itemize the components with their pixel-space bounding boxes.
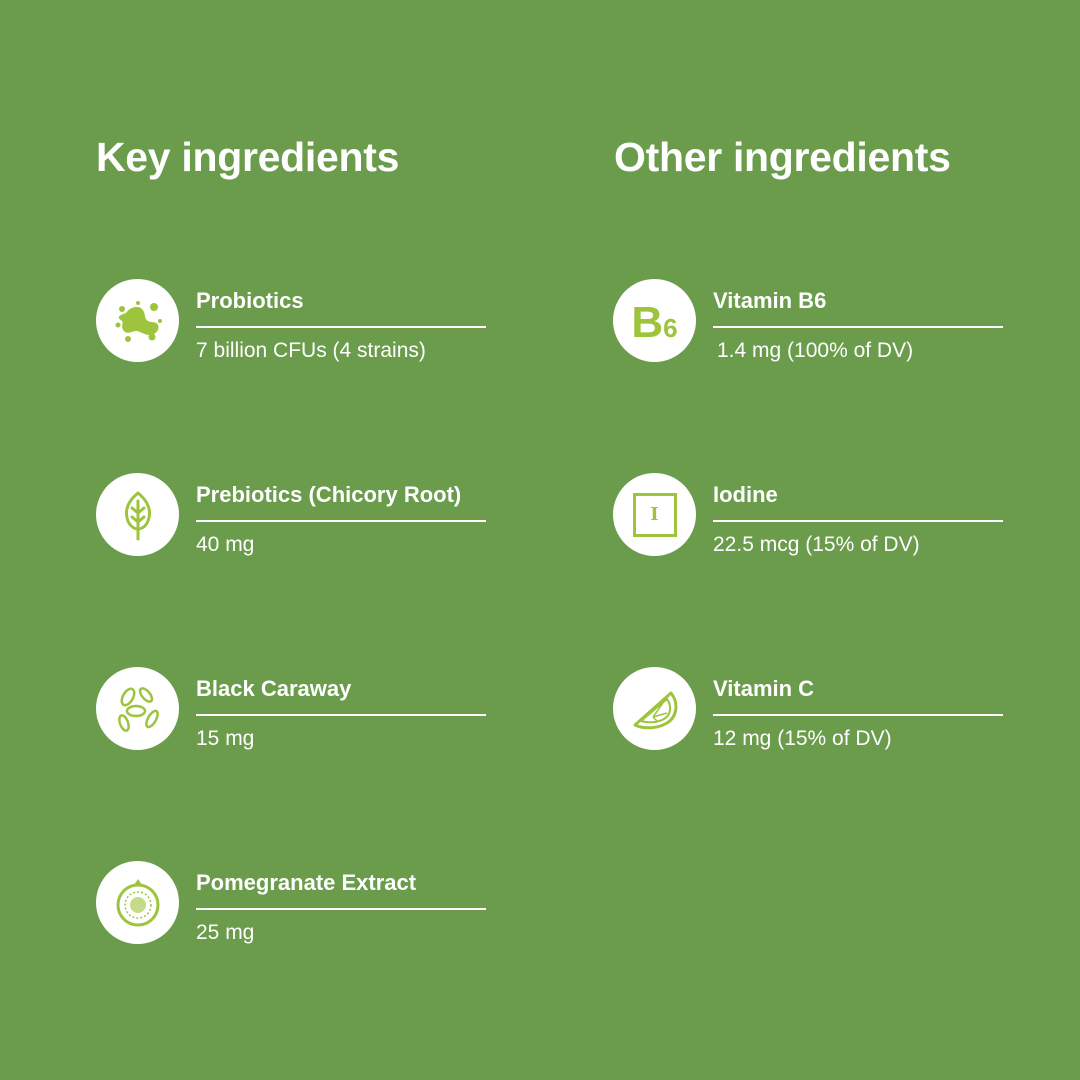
ingredient-name: Iodine — [713, 482, 778, 507]
ingredient-amount: 40 mg — [196, 533, 255, 556]
ingredient-black-caraway: Black Caraway 15 mg — [96, 667, 486, 751]
ingredient-probiotics: Probiotics 7 billion CFUs (4 strains) — [96, 279, 486, 363]
seeds-icon — [96, 667, 179, 750]
divider — [196, 714, 486, 716]
ingredient-name: Vitamin B6 — [713, 288, 827, 313]
ingredient-name: Probiotics — [196, 288, 304, 313]
divider — [196, 326, 486, 328]
divider — [713, 714, 1003, 716]
divider — [713, 520, 1003, 522]
ingredient-amount: 1.4 mg (100% of DV) — [717, 339, 914, 362]
ingredient-name: Black Caraway — [196, 676, 352, 701]
ingredient-prebiotics: Prebiotics (Chicory Root) 40 mg — [96, 473, 486, 557]
ingredient-vitamin-c: Vitamin C 12 mg (15% of DV) — [613, 667, 1003, 751]
iodine-element-icon: I — [613, 473, 696, 556]
other-ingredients-heading: Other ingredients — [614, 134, 951, 180]
pomegranate-icon — [96, 861, 179, 944]
divider — [196, 908, 486, 910]
b6-icon: B6 — [613, 279, 696, 362]
divider — [713, 326, 1003, 328]
lime-slice-icon — [613, 667, 696, 750]
ingredient-name: Pomegranate Extract — [196, 870, 417, 895]
bacteria-icon — [96, 279, 179, 362]
ingredient-iodine: I Iodine 22.5 mcg (15% of DV) — [613, 473, 1003, 557]
ingredient-vitamin-b6: B6 Vitamin B6 1.4 mg (100% of DV) — [613, 279, 1003, 363]
divider — [196, 520, 486, 522]
ingredient-amount: 25 mg — [196, 921, 255, 944]
ingredient-amount: 15 mg — [196, 727, 255, 750]
ingredient-name: Vitamin C — [713, 676, 815, 701]
ingredient-pomegranate: Pomegranate Extract 25 mg — [96, 861, 486, 945]
ingredient-amount: 12 mg (15% of DV) — [713, 727, 892, 750]
ingredient-amount: 22.5 mcg (15% of DV) — [713, 533, 920, 556]
ingredient-name: Prebiotics (Chicory Root) — [196, 482, 462, 507]
ingredient-amount: 7 billion CFUs (4 strains) — [196, 339, 426, 362]
key-ingredients-heading: Key ingredients — [96, 134, 400, 180]
leaf-icon — [96, 473, 179, 556]
